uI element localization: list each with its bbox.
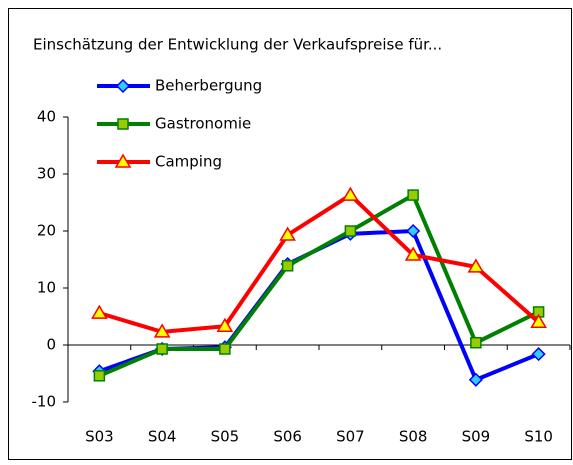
y-tick-label: 30	[37, 165, 56, 183]
marker	[470, 336, 482, 349]
series-line	[98, 192, 540, 334]
chart-title: Einschätzung der Entwicklung der Verkauf…	[33, 36, 442, 54]
x-tick-label: S08	[399, 428, 428, 446]
marker	[91, 304, 108, 319]
x-tick-label: S07	[336, 428, 365, 446]
marker	[406, 223, 421, 239]
x-tick-label: S05	[211, 428, 240, 446]
x-tick-label: S10	[524, 428, 553, 446]
marker	[93, 370, 106, 382]
legend-label: Beherbergung	[155, 77, 262, 95]
y-tick-label: 0	[46, 336, 56, 354]
marker	[404, 246, 422, 261]
x-tick-label: S03	[85, 428, 114, 446]
marker	[344, 225, 357, 237]
y-tick-label: 40	[37, 108, 56, 126]
y-tick-label: -10	[32, 393, 57, 411]
marker	[156, 343, 168, 355]
legend-label: Gastronomie	[155, 115, 251, 133]
y-tick-label: 20	[37, 222, 56, 240]
x-tick-label: S04	[148, 428, 177, 446]
marker	[281, 260, 294, 272]
marker	[342, 186, 359, 201]
legend-marker	[115, 78, 131, 94]
marker	[153, 323, 171, 338]
marker	[216, 317, 234, 332]
marker	[407, 189, 419, 201]
marker	[219, 343, 231, 355]
marker	[531, 347, 546, 362]
y-tick-label: 10	[37, 279, 56, 297]
marker	[530, 313, 547, 328]
marker	[467, 258, 485, 273]
legend-label: Camping	[155, 153, 222, 171]
x-tick-label: S06	[273, 428, 302, 446]
series-line	[98, 192, 540, 378]
legend-marker	[117, 118, 129, 130]
x-tick-label: S09	[462, 428, 491, 446]
marker	[468, 372, 483, 387]
marker	[279, 226, 296, 241]
legend-marker	[114, 153, 132, 168]
